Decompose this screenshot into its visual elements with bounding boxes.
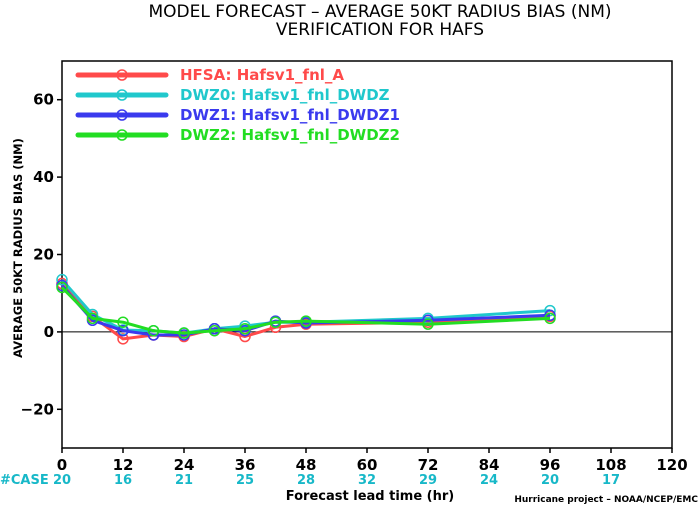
legend-label: HFSA: Hafsv1_fnl_A [180,66,344,84]
y-axis-label: AVERAGE 50KT RADIUS BIAS (NM) [11,138,25,358]
data-point [178,327,190,339]
case-count: 20 [541,473,559,488]
data-point [117,333,129,345]
legend-marker [116,109,128,121]
x-tick-label: 72 [418,456,439,474]
data-point [422,318,434,330]
data-point [117,316,129,328]
case-count: 16 [114,473,132,488]
case-count: 20 [53,473,71,488]
x-tick-label: 36 [235,456,256,474]
x-axis-label: Forecast lead time (hr) [286,489,454,504]
data-point [117,324,129,337]
legend: HFSA: Hafsv1_fnl_A DWZ0: Hafsv1_fnl_DWDZ D… [75,66,400,144]
x-tick-label: 84 [479,456,500,474]
case-counts: #CASE 20 16 21 25 28 32 29 24 20 17 [0,473,620,488]
case-count: 17 [602,473,620,488]
data-point [56,281,68,294]
data-point [239,323,251,335]
legend-marker [116,89,128,101]
legend-label: DWZ0: Hafsv1_fnl_DWDZ [180,86,390,104]
chart-subtitle: VERIFICATION FOR HAFS [276,20,484,40]
y-tick-label: 20 [33,246,54,264]
case-count: 32 [358,473,376,488]
y-tick-label: 40 [33,168,54,186]
x-tick-label: 24 [174,456,195,474]
legend-marker [116,129,128,141]
x-tick-label: 108 [595,456,626,474]
series-line [60,286,551,335]
case-count: 28 [297,473,315,488]
x-tick-label: 60 [357,456,378,474]
case-count: 29 [419,473,437,488]
x-tick-label: 96 [540,456,561,474]
series-1 [56,277,556,345]
data-point [544,309,556,322]
data-point [56,273,68,286]
x-tick-label: 120 [656,456,687,474]
data-point [269,316,282,328]
x-tick-label: 12 [113,456,134,474]
x-tick-label: 0 [57,456,67,474]
series-layer [56,273,556,345]
case-count: 21 [175,473,193,488]
y-tick-label: 0 [44,323,54,341]
case-label: #CASE [0,473,49,488]
data-point [86,312,99,325]
data-point [147,324,160,337]
x-axis: 0 12 24 36 48 60 72 84 96 108 120 [57,448,688,474]
x-tick-label: 48 [296,456,317,474]
chart-title: MODEL FORECAST – AVERAGE 50KT RADIUS BIA… [148,2,611,22]
data-point [544,312,556,325]
legend-label: DWZ2: Hafsv1_fnl_DWDZ2 [180,126,400,144]
y-tick-label: 60 [33,91,54,109]
series-3 [56,279,556,341]
data-point [208,324,221,337]
series-4 [56,281,556,339]
data-point [300,315,312,327]
credit-text: Hurricane project – NOAA/NCEP/EMC [514,495,698,505]
legend-label: DWZ1: Hafsv1_fnl_DWDZ1 [180,106,400,124]
y-axis: −20 0 20 40 60 [21,91,62,418]
legend-marker [116,69,128,81]
case-count: 25 [236,473,254,488]
case-count: 24 [480,473,498,488]
y-tick-label: −20 [21,400,54,418]
